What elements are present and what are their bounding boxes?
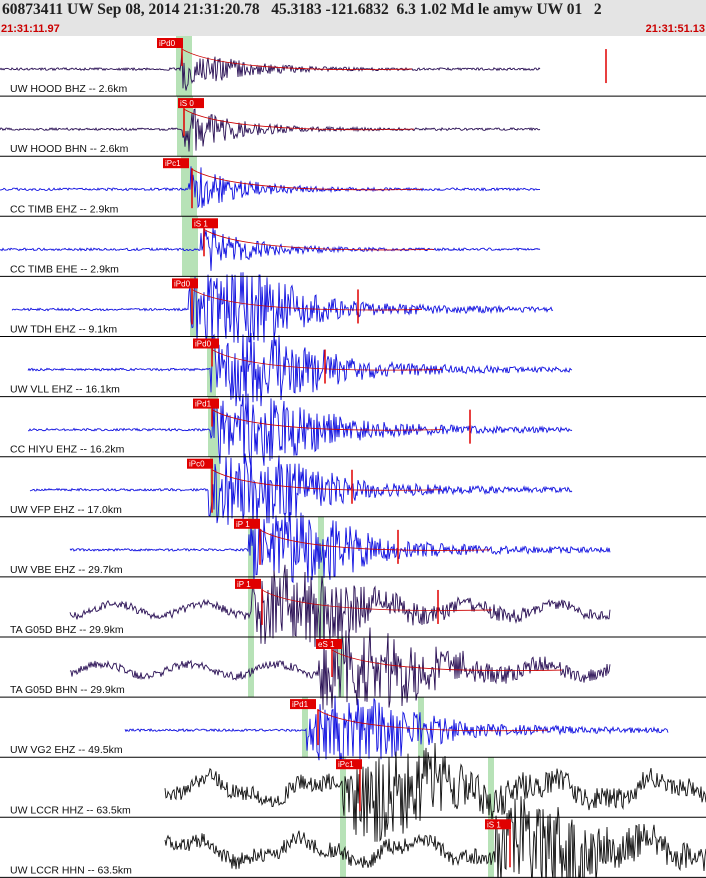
green-band — [208, 396, 218, 457]
pick-label: iS 1 — [194, 219, 208, 228]
pick-label-box[interactable] — [187, 458, 213, 469]
waveform-trace — [0, 166, 541, 209]
pick-label-box[interactable] — [193, 338, 219, 349]
station-label: UW VLL EHZ -- 16.1km — [10, 384, 120, 396]
waveform-trace — [69, 512, 611, 584]
green-band — [488, 817, 494, 878]
end-time: 21:31:51.13 — [645, 23, 705, 35]
station-label: UW TDH EHZ -- 9.1km — [10, 324, 117, 336]
station-label: UW HOOD BHN -- 2.6km — [10, 143, 129, 155]
pick-label-box[interactable] — [178, 98, 204, 109]
pick-label-box[interactable] — [172, 278, 198, 289]
green-band — [182, 216, 198, 277]
waveform-trace — [0, 108, 541, 152]
green-band — [318, 516, 324, 577]
green-band — [248, 637, 254, 698]
row-separators — [0, 95, 706, 878]
pick-label-box[interactable] — [316, 639, 342, 649]
coda-line — [181, 48, 413, 71]
pick-label-box[interactable] — [336, 759, 362, 770]
pick-label-box[interactable] — [485, 819, 511, 830]
seismogram-panel[interactable]: iPd0 iS 0 iPc1 iS 1 iPd0 iPd0 iPd1 iPc0 iP 1 iP 1… — [0, 36, 706, 878]
trace-lines — [0, 50, 706, 878]
pick-label: iPd1 — [292, 700, 309, 709]
coda-line — [183, 108, 415, 131]
coda-line — [203, 229, 435, 251]
waveform-trace — [124, 695, 669, 768]
waveform-trace — [11, 272, 554, 344]
pick-label-box[interactable] — [157, 38, 183, 48]
pick-label: iPd0 — [159, 39, 176, 48]
coda-line — [261, 589, 493, 611]
pick-label-box[interactable] — [193, 398, 219, 409]
pick-label: iPc0 — [189, 460, 205, 469]
green-band — [248, 516, 254, 577]
station-label: UW LCCR HHZ -- 63.5km — [10, 804, 131, 816]
coda-line — [191, 289, 423, 311]
trace-labels: UW HOOD BHZ -- 2.6km UW HOOD BHN -- 2.6km… — [10, 83, 132, 876]
station-label: UW VFP EHZ -- 17.0km — [10, 504, 122, 516]
pick-label: iP 1 — [236, 520, 250, 529]
green-band — [177, 96, 193, 157]
event-title: 60873411 UW Sep 08, 2014 21:31:20.78 45.… — [2, 1, 602, 18]
pick-label: iPd1 — [195, 400, 212, 409]
pick-label: eS 1 — [318, 640, 335, 649]
waveform-trace — [0, 50, 541, 91]
station-label: CC TIMB EHZ -- 2.9km — [10, 203, 119, 215]
station-label: UW LCCR HHN -- 63.5km — [10, 864, 132, 876]
green-band — [418, 697, 424, 758]
waveform-trace — [27, 332, 573, 407]
waveform-trace — [164, 742, 706, 842]
station-label: CC HIYU EHZ -- 16.2km — [10, 444, 125, 456]
start-time: 21:31:11.97 — [1, 23, 60, 35]
pick-label-box[interactable] — [235, 578, 261, 589]
pick-label-box[interactable] — [290, 699, 316, 710]
waveform-trace — [69, 564, 611, 650]
waveform-trace — [29, 453, 573, 525]
green-band — [302, 697, 308, 758]
green-band — [488, 757, 494, 818]
station-label: CC TIMB EHE -- 2.9km — [10, 263, 119, 275]
pick-label: iPc1 — [338, 760, 354, 769]
coda-line — [259, 529, 491, 551]
pick-label: iS 0 — [180, 99, 194, 108]
pick-label: iPd0 — [174, 279, 191, 288]
station-label: TA G05D BHN -- 29.9km — [10, 684, 125, 696]
pick-label: iS 1 — [487, 820, 501, 829]
green-band — [340, 757, 346, 818]
coda-line — [331, 649, 563, 672]
green-band — [340, 817, 346, 878]
pick-label: iP 1 — [237, 580, 251, 589]
station-label: TA G05D BHZ -- 29.9km — [10, 624, 124, 636]
station-label: UW HOOD BHZ -- 2.6km — [10, 83, 128, 95]
pick-label-box[interactable] — [234, 518, 260, 529]
coda-line — [317, 709, 549, 732]
event-header: 60873411 UW Sep 08, 2014 21:31:20.78 45.… — [0, 0, 706, 36]
waveform-trace — [164, 796, 706, 878]
station-label: UW VG2 EHZ -- 49.5km — [10, 744, 123, 756]
green-band — [210, 456, 220, 517]
pick-label-box[interactable] — [163, 158, 189, 169]
coda-line — [191, 168, 423, 191]
coda-line — [211, 409, 443, 431]
pick-label-box[interactable] — [192, 218, 218, 229]
pick-markers: iPd0 iS 0 iPc1 iS 1 iPd0 iPd0 iPd1 iPc0 iP 1 iP 1… — [157, 38, 607, 868]
waveform-trace — [27, 393, 573, 467]
pick-label: iPc1 — [165, 159, 181, 168]
green-band — [181, 156, 197, 217]
station-label: UW VBE EHZ -- 29.7km — [10, 564, 123, 576]
coda-line — [211, 349, 443, 371]
pick-label: iPd0 — [195, 340, 212, 349]
coda-line — [211, 469, 443, 491]
